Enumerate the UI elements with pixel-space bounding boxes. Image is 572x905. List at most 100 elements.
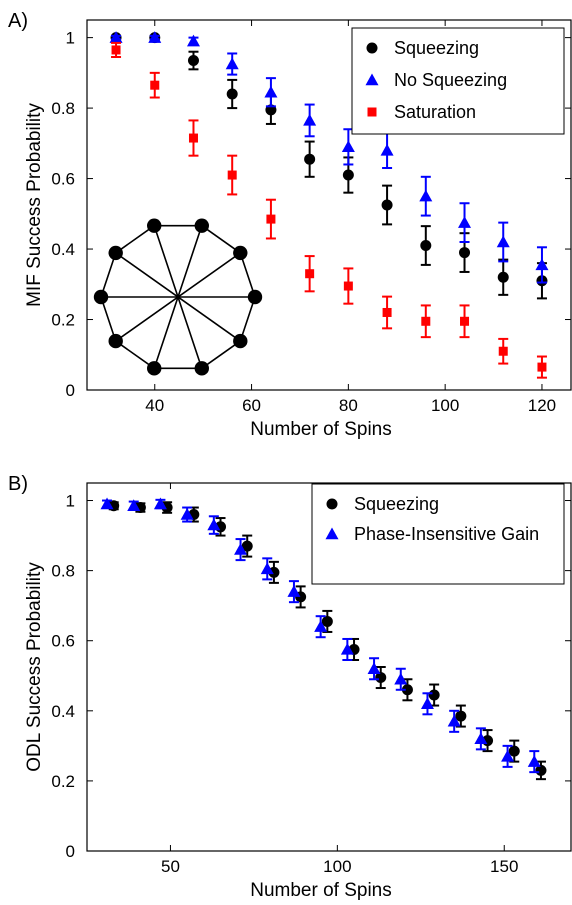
data-point xyxy=(474,732,488,745)
data-point xyxy=(508,745,520,757)
data-point xyxy=(266,214,276,224)
data-point xyxy=(394,672,408,685)
y-axis-label: MIF Success Probability xyxy=(24,103,45,307)
legend-marker xyxy=(325,527,339,540)
x-tick-label: 80 xyxy=(339,396,358,415)
data-point xyxy=(460,316,470,326)
series-phase-insensitive-gain xyxy=(100,497,541,774)
y-axis-label: ODL Success Probability xyxy=(24,562,45,772)
data-point xyxy=(225,57,239,70)
series-saturation xyxy=(111,41,547,379)
data-point xyxy=(304,153,316,165)
y-tick-label: 0.6 xyxy=(51,632,75,651)
inset-ring-edge xyxy=(100,296,117,342)
y-tick-label: 0.4 xyxy=(51,702,75,721)
data-point xyxy=(501,749,515,762)
data-point xyxy=(382,307,392,317)
data-point xyxy=(537,362,547,372)
y-tick-label: 1 xyxy=(66,29,75,48)
inset-node xyxy=(233,245,248,261)
x-tick-label: 100 xyxy=(323,857,351,876)
data-point xyxy=(343,281,353,291)
data-point xyxy=(180,508,194,520)
data-point xyxy=(100,497,114,510)
data-point xyxy=(340,642,354,655)
data-point xyxy=(109,31,123,43)
x-tick-label: 150 xyxy=(490,857,518,876)
data-point xyxy=(226,88,238,100)
data-point xyxy=(188,133,198,143)
data-point xyxy=(420,697,434,709)
data-point xyxy=(367,662,381,674)
legend-label: Saturation xyxy=(394,102,476,122)
legend-label: No Squeezing xyxy=(394,70,507,90)
data-point xyxy=(241,540,253,552)
inset-ring-edge xyxy=(239,296,256,342)
data-point xyxy=(420,240,432,252)
x-tick-label: 40 xyxy=(145,396,164,415)
plot-frame xyxy=(86,482,572,852)
inset-node xyxy=(247,289,263,305)
data-point xyxy=(260,562,274,575)
inset-ring-edge xyxy=(100,252,117,298)
y-tick-label: 0.2 xyxy=(51,311,75,330)
data-point xyxy=(458,216,472,228)
inset-node xyxy=(194,218,209,233)
inset-ring-edge xyxy=(239,252,256,298)
y-tick-label: 0.8 xyxy=(51,562,75,581)
panel-b: 50 100 150 0 0.2 0.4 0.6 0.8 1 Number of Spins ODL… xyxy=(8,473,572,901)
data-point xyxy=(498,346,508,356)
data-point xyxy=(496,235,510,248)
inset-ring-edge xyxy=(201,340,241,369)
data-point xyxy=(381,199,393,211)
data-point xyxy=(314,620,328,632)
data-point xyxy=(455,710,467,722)
inset-ring-graph xyxy=(93,218,263,376)
data-point xyxy=(421,316,431,326)
x-tick-label: 100 xyxy=(431,396,459,415)
legend-label: Squeezing xyxy=(354,494,439,514)
data-point xyxy=(342,169,354,181)
data-point xyxy=(287,585,301,597)
data-point xyxy=(111,45,121,55)
data-point xyxy=(264,85,278,98)
legend-marker xyxy=(366,42,378,54)
panel-label: B) xyxy=(8,473,28,495)
x-tick-label: 120 xyxy=(528,396,556,415)
data-point xyxy=(419,189,433,202)
data-point xyxy=(428,689,440,701)
data-point xyxy=(227,170,237,180)
data-point xyxy=(321,615,333,627)
data-point xyxy=(401,684,413,696)
inset-node xyxy=(194,361,209,376)
legend-marker xyxy=(365,73,379,86)
inset-node xyxy=(147,218,162,233)
y-tick-label: 0.8 xyxy=(51,99,75,118)
data-point xyxy=(207,518,221,531)
x-tick-label: 60 xyxy=(242,396,261,415)
y-tick-label: 0.2 xyxy=(51,772,75,791)
x-tick-label: 50 xyxy=(161,857,180,876)
data-point xyxy=(303,113,317,126)
x-axis-label: Number of Spins xyxy=(250,880,392,901)
y-tick-label: 1 xyxy=(66,492,75,511)
data-point xyxy=(187,55,199,67)
y-tick-label: 0.4 xyxy=(51,240,75,259)
series-no-squeezing xyxy=(109,31,549,284)
y-tick-label: 0 xyxy=(66,842,75,861)
inset-node xyxy=(147,361,162,376)
x-axis-label: Number of Spins xyxy=(250,419,392,440)
inset-node xyxy=(93,289,109,305)
inset-diagonal-edge xyxy=(115,252,241,342)
legend-label: Squeezing xyxy=(394,38,479,58)
legend-box xyxy=(311,483,565,585)
data-point xyxy=(527,755,541,767)
data-point xyxy=(305,269,315,279)
inset-node xyxy=(233,333,248,349)
legend-marker xyxy=(367,107,377,117)
inset-ring-edge xyxy=(201,225,241,254)
legend: Squeezing No Squeezing Saturation xyxy=(351,27,565,135)
legend-label: Phase-Insensitive Gain xyxy=(354,524,539,544)
panel-a: 40 60 80 100 120 0 0.2 0.4 0.6 0.8 1 Number of Spin… xyxy=(8,10,572,440)
